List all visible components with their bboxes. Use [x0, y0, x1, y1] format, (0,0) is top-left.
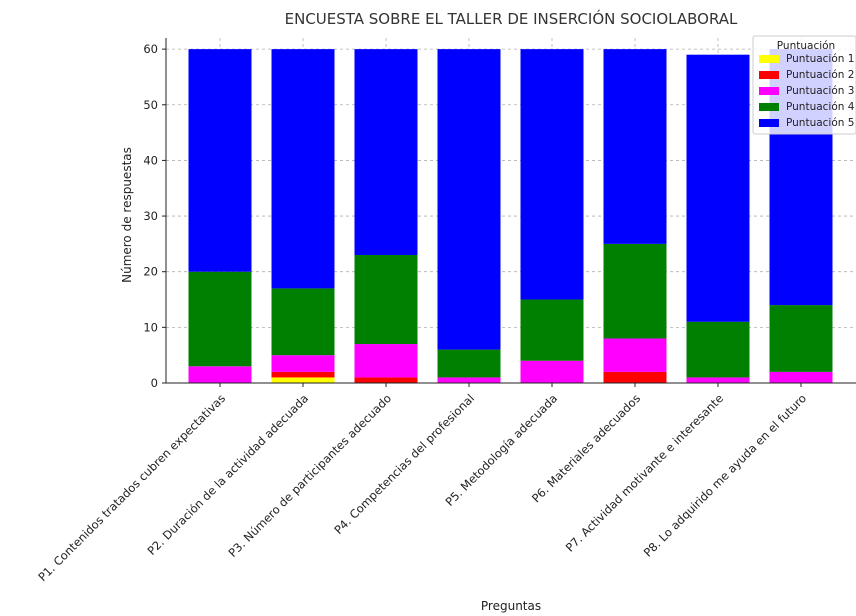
bar-segment-p2-puntuacion-2: [271, 371, 335, 378]
bar-segment-p3-puntuacion-4: [354, 255, 418, 345]
y-tick-label: 60: [143, 42, 158, 56]
bar-segment-p8-puntuacion-4: [769, 305, 833, 372]
legend-label-puntuacion-1: Puntuación 1: [786, 53, 854, 65]
bar-segment-p3-puntuacion-2: [354, 377, 418, 383]
legend-label-puntuacion-4: Puntuación 4: [786, 101, 855, 113]
x-tick-label: P7. Actividad motivante e interesante: [563, 391, 726, 554]
bar-segment-p7-puntuacion-3: [686, 377, 750, 383]
bar-segment-p6-puntuacion-4: [603, 243, 667, 339]
bar-segment-p7-puntuacion-4: [686, 321, 750, 378]
y-tick-label: 10: [143, 320, 158, 334]
legend-title: Puntuación: [777, 40, 835, 52]
y-tick-label: 50: [143, 98, 158, 112]
x-tick-label: P4. Competencias del profesional: [331, 391, 477, 537]
bar-segment-p4-puntuacion-3: [437, 377, 501, 383]
bar-segment-p3-puntuacion-5: [354, 49, 418, 256]
legend-swatch-puntuacion-5: [759, 119, 779, 127]
legend-label-puntuacion-2: Puntuación 2: [786, 69, 854, 81]
chart-title: ENCUESTA SOBRE EL TALLER DE INSERCIÓN SO…: [285, 9, 738, 28]
bar-segment-p7-puntuacion-5: [686, 54, 750, 322]
legend-label-puntuacion-3: Puntuación 3: [786, 85, 854, 97]
y-tick-label: 0: [151, 376, 158, 390]
legend-swatch-puntuacion-2: [759, 71, 779, 79]
legend-swatch-puntuacion-1: [759, 55, 779, 63]
bar-segment-p1-puntuacion-3: [188, 366, 252, 383]
bar-segment-p5-puntuacion-4: [520, 299, 584, 361]
y-axis-title: Número de respuestas: [120, 147, 134, 283]
bar-segment-p6-puntuacion-3: [603, 338, 667, 372]
x-tick-label: P8. Lo adquirido me ayuda en el futuro: [641, 391, 809, 559]
bar-segment-p2-puntuacion-1: [271, 377, 335, 383]
y-tick-label: 30: [143, 209, 158, 223]
legend-items: Puntuación 1 Puntuación 2 Puntuación 3 Punt…: [759, 53, 855, 129]
bars-layer: [188, 49, 833, 383]
legend-swatch-puntuacion-4: [759, 103, 779, 111]
bar-segment-p8-puntuacion-3: [769, 371, 833, 383]
x-axis-title: Preguntas: [481, 599, 541, 613]
y-tick-label: 20: [143, 265, 158, 279]
bar-segment-p6-puntuacion-2: [603, 371, 667, 383]
x-tick-label: P1. Contenidos tratados cubren expectati…: [35, 391, 228, 584]
bar-segment-p6-puntuacion-5: [603, 49, 667, 244]
legend-swatch-puntuacion-3: [759, 87, 779, 95]
legend-label-puntuacion-5: Puntuación 5: [786, 117, 854, 129]
bar-segment-p2-puntuacion-5: [271, 49, 335, 289]
bar-segment-p2-puntuacion-3: [271, 355, 335, 372]
bar-segment-p5-puntuacion-5: [520, 49, 584, 300]
bar-segment-p2-puntuacion-4: [271, 288, 335, 356]
x-tick-label: P3. Número de participantes adecuado: [225, 391, 394, 560]
bar-segment-p1-puntuacion-5: [188, 49, 252, 272]
bar-segment-p3-puntuacion-3: [354, 344, 418, 378]
bar-segment-p1-puntuacion-4: [188, 271, 252, 367]
bar-segment-p4-puntuacion-5: [437, 49, 501, 350]
bar-segment-p4-puntuacion-4: [437, 349, 501, 378]
x-tick-label: P2. Duración de la actividad adecuada: [144, 391, 311, 558]
y-tick-label: 40: [143, 153, 158, 167]
bar-segment-p5-puntuacion-3: [520, 360, 584, 383]
